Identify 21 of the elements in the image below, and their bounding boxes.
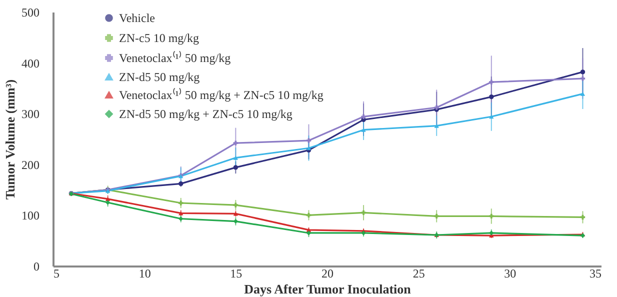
legend-label: ZN-d5 50 mg/kg [119, 70, 200, 84]
y-tick-label: 500 [22, 6, 40, 20]
y-tick-label: 100 [22, 208, 40, 223]
legend-label: Venetoclax⁽¹⁾ 50 mg/kg + ZN-c5 10 mg/kg [119, 88, 324, 102]
legend-label: ZN-d5 50 mg/kg + ZN-c5 10 mg/kg [119, 107, 292, 121]
x-tick-label: 5 [54, 266, 60, 280]
legend-label: Vehicle [119, 11, 155, 25]
x-tick-label: 10 [138, 266, 151, 280]
y-axis-title: Tumor Volume (mm³) [2, 79, 18, 200]
legend-label: Venetoclax⁽¹⁾ 50 mg/kg [119, 51, 231, 65]
y-tick-label: 400 [22, 56, 40, 70]
y-tick-label: 300 [22, 107, 40, 122]
x-tick-label: 20 [322, 266, 334, 280]
x-axis-title: Days After Tumor Inoculation [244, 282, 412, 296]
x-tick-label: 25 [412, 266, 425, 280]
x-tick-label: 15 [230, 266, 242, 280]
y-tick-label: 200 [22, 158, 40, 172]
y-tick-label: 0 [34, 260, 40, 274]
legend-label: ZN-c5 10 mg/kg [119, 31, 199, 45]
x-tick-label: 35 [590, 266, 602, 280]
x-tick-label: 30 [504, 266, 516, 280]
